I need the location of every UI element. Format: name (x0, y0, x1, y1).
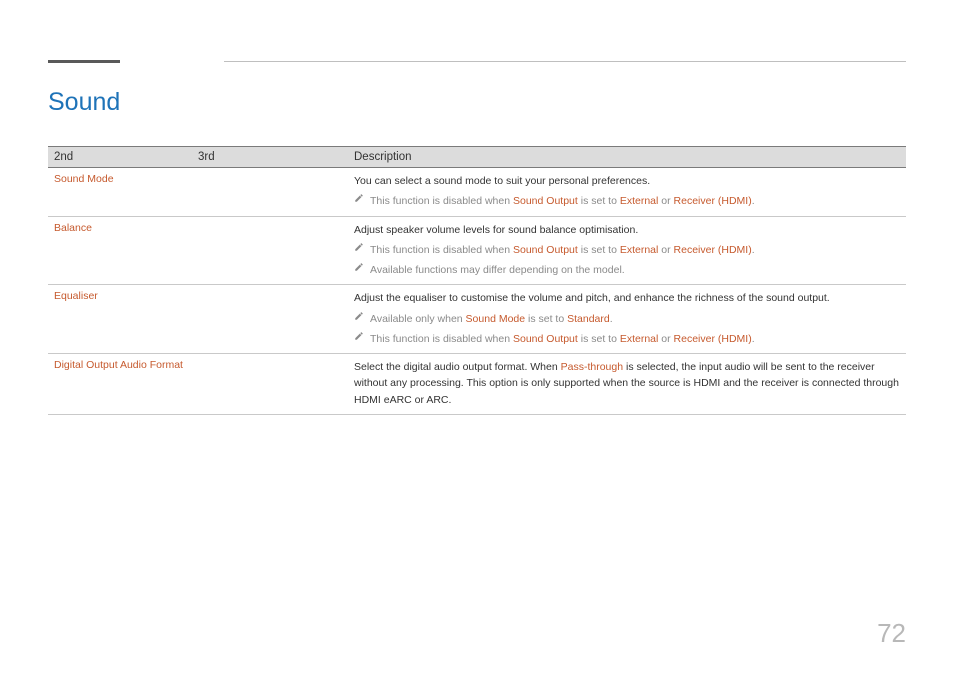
cell-2nd: Sound Mode (48, 173, 192, 210)
inline-text: is set to (578, 244, 620, 256)
note-icon (354, 331, 364, 341)
cell-description: Select the digital audio output format. … (348, 359, 906, 408)
inline-text: Available only when (370, 313, 466, 325)
note-icon (354, 193, 364, 203)
note-icon (354, 242, 364, 252)
inline-text: . (752, 333, 755, 345)
cell-3rd (192, 359, 348, 408)
note-text: Available only when Sound Mode is set to… (370, 311, 613, 327)
manual-page: Sound 2nd 3rd Description Sound Mode You … (0, 0, 954, 675)
inline-text: . (610, 313, 613, 325)
col-header-description: Description (348, 147, 906, 167)
inline-text: . (752, 195, 755, 207)
table-row: Balance Adjust speaker volume levels for … (48, 217, 906, 286)
header-rule-short (48, 60, 120, 63)
desc-main: Adjust the equaliser to customise the vo… (354, 290, 900, 306)
inline-term: Pass-through (561, 361, 623, 373)
desc-main: Adjust speaker volume levels for sound b… (354, 222, 900, 238)
inline-term: External (620, 195, 659, 207)
cell-3rd (192, 222, 348, 279)
header-rule-long (224, 61, 906, 62)
desc-main: Select the digital audio output format. … (354, 359, 900, 408)
table-row: Equaliser Adjust the equaliser to customi… (48, 285, 906, 354)
desc-note: This function is disabled when Sound Out… (354, 242, 900, 258)
table-row: Digital Output Audio Format Select the di… (48, 354, 906, 415)
inline-term: External (620, 333, 659, 345)
inline-term: Sound Mode (466, 313, 526, 325)
note-icon (354, 311, 364, 321)
note-text: Available functions may differ depending… (370, 262, 625, 278)
inline-term: Sound Output (513, 195, 578, 207)
cell-2nd: Balance (48, 222, 192, 279)
inline-term: Sound Output (513, 244, 578, 256)
inline-text: Available functions may differ depending… (370, 264, 625, 276)
desc-note: Available only when Sound Mode is set to… (354, 311, 900, 327)
note-icon (354, 262, 364, 272)
row-label: Balance (54, 222, 92, 234)
cell-2nd: Digital Output Audio Format (48, 359, 192, 408)
inline-term: Receiver (HDMI) (674, 244, 752, 256)
inline-term: Receiver (HDMI) (674, 333, 752, 345)
inline-term: Sound Output (513, 333, 578, 345)
row-label: Equaliser (54, 290, 98, 302)
inline-text: is set to (578, 333, 620, 345)
note-text: This function is disabled when Sound Out… (370, 193, 755, 209)
page-number: 72 (877, 618, 906, 649)
cell-description: Adjust speaker volume levels for sound b… (348, 222, 906, 279)
inline-term: Receiver (HDMI) (674, 195, 752, 207)
note-text: This function is disabled when Sound Out… (370, 331, 755, 347)
inline-text: is set to (525, 313, 567, 325)
inline-term: Standard (567, 313, 610, 325)
inline-text: This function is disabled when (370, 244, 513, 256)
cell-3rd (192, 173, 348, 210)
inline-text: or (658, 195, 673, 207)
inline-text: This function is disabled when (370, 333, 513, 345)
row-label: Digital Output Audio Format (54, 359, 183, 371)
cell-description: You can select a sound mode to suit your… (348, 173, 906, 210)
inline-text: or (658, 333, 673, 345)
col-header-3rd: 3rd (192, 147, 348, 167)
inline-text: . (752, 244, 755, 256)
table-header-row: 2nd 3rd Description (48, 146, 906, 168)
desc-note: This function is disabled when Sound Out… (354, 331, 900, 347)
row-label: Sound Mode (54, 173, 114, 185)
cell-3rd (192, 290, 348, 347)
table-row: Sound Mode You can select a sound mode to… (48, 168, 906, 217)
desc-note: This function is disabled when Sound Out… (354, 193, 900, 209)
inline-text: or (658, 244, 673, 256)
desc-main: You can select a sound mode to suit your… (354, 173, 900, 189)
cell-description: Adjust the equaliser to customise the vo… (348, 290, 906, 347)
inline-text: Select the digital audio output format. … (354, 361, 561, 373)
inline-text: This function is disabled when (370, 195, 513, 207)
settings-table: 2nd 3rd Description Sound Mode You can se… (48, 146, 906, 415)
table-body: Sound Mode You can select a sound mode to… (48, 168, 906, 415)
col-header-2nd: 2nd (48, 147, 192, 167)
desc-note: Available functions may differ depending… (354, 262, 900, 278)
inline-text: is set to (578, 195, 620, 207)
note-text: This function is disabled when Sound Out… (370, 242, 755, 258)
section-title: Sound (48, 88, 120, 117)
cell-2nd: Equaliser (48, 290, 192, 347)
inline-term: External (620, 244, 659, 256)
